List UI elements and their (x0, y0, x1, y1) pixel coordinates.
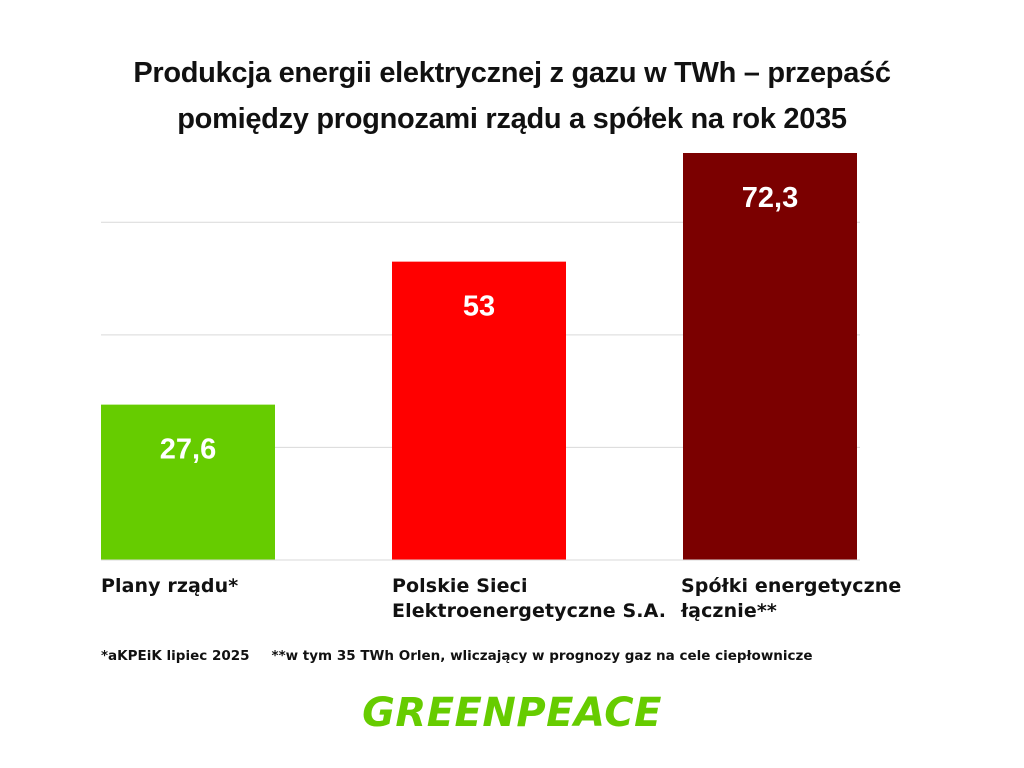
category-label-3-line-1: Spółki energetyczne (681, 575, 902, 597)
bar-1 (101, 404, 275, 560)
bar-value-label-1: 27,6 (160, 434, 216, 466)
bar-2 (392, 261, 566, 560)
bar-3 (683, 153, 857, 560)
category-label-1-line-1: Plany rządu* (101, 575, 239, 597)
bar-value-label-3: 72,3 (742, 182, 798, 214)
category-label-2-line-1: Polskie Sieci (392, 575, 528, 597)
category-label-3: Spółki energetyczne łącznie** (681, 574, 901, 624)
bar-value-label-2: 53 (463, 291, 495, 323)
category-label-1: Plany rządu* (101, 574, 238, 599)
footnote-2: **w tym 35 TWh Orlen, wliczający w progn… (271, 648, 813, 664)
chart-title-line-1: Produkcja energii elektrycznej z gazu w … (133, 57, 891, 89)
category-label-2-line-2: Elektroenergetyczne S.A. (392, 600, 667, 622)
footnotes: *aKPEiK lipiec 2025 **w tym 35 TWh Orlen,… (101, 648, 835, 664)
category-label-3-line-2: łącznie** (681, 600, 777, 622)
greenpeace-logo: GREENPEACE (0, 690, 1024, 736)
chart-title-line-2: pomiędzy prognozami rządu a spółek na ro… (177, 103, 847, 135)
chart-title: Produkcja energii elektrycznej z gazu w … (0, 50, 1024, 142)
category-label-2: Polskie Sieci Elektroenergetyczne S.A. (392, 574, 666, 624)
footnote-1: *aKPEiK lipiec 2025 (101, 648, 250, 664)
greenpeace-logo-text: GREENPEACE (362, 690, 662, 736)
